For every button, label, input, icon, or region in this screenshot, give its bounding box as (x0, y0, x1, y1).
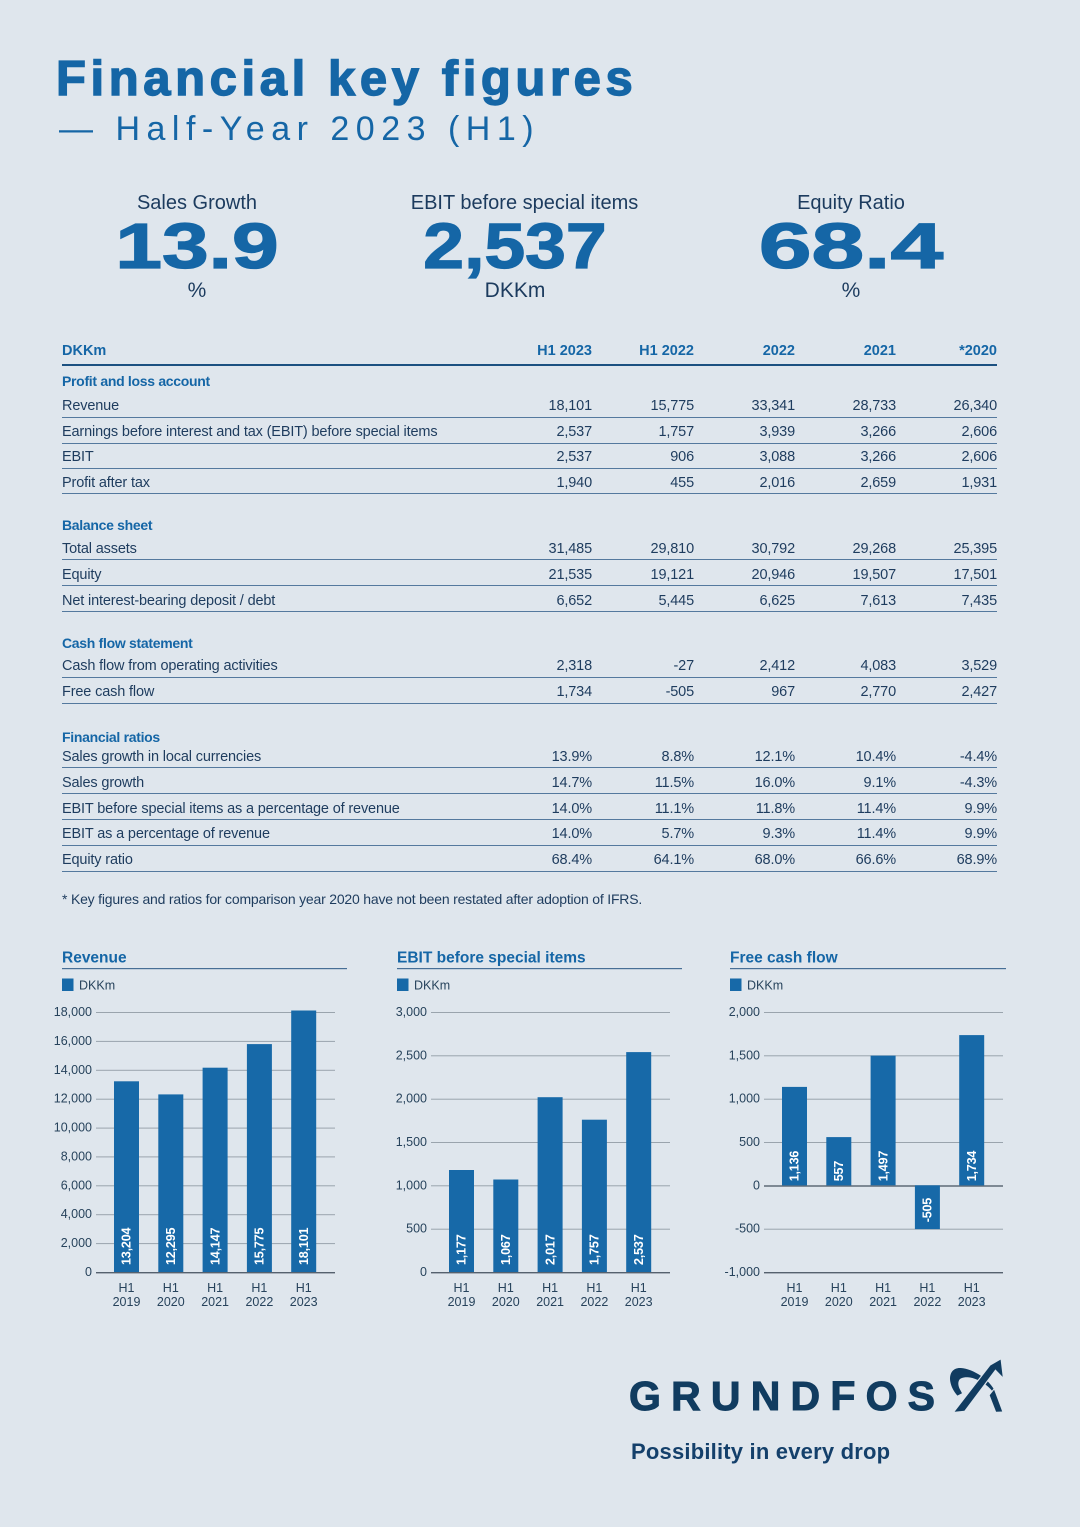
svg-text:2022: 2022 (580, 1295, 608, 1309)
svg-text:H1: H1 (251, 1281, 267, 1295)
svg-text:H1: H1 (497, 1281, 513, 1295)
svg-text:H1: H1 (964, 1281, 980, 1295)
svg-text:13,204: 13,204 (120, 1227, 134, 1265)
svg-text:14,147: 14,147 (208, 1227, 222, 1265)
svg-text:DKKm: DKKm (414, 979, 450, 993)
svg-text:1,000: 1,000 (729, 1092, 760, 1106)
svg-text:0: 0 (753, 1178, 760, 1192)
svg-text:H1: H1 (919, 1281, 935, 1295)
svg-text:EBIT before special items: EBIT before special items (397, 950, 586, 967)
svg-text:0: 0 (420, 1265, 427, 1279)
svg-text:2023: 2023 (290, 1295, 318, 1309)
svg-text:H1: H1 (542, 1281, 558, 1295)
svg-text:H1: H1 (207, 1281, 223, 1295)
svg-text:10,000: 10,000 (54, 1121, 92, 1135)
svg-text:500: 500 (406, 1222, 427, 1236)
svg-text:-500: -500 (735, 1222, 760, 1236)
svg-text:18,000: 18,000 (54, 1005, 92, 1019)
svg-text:0: 0 (85, 1265, 92, 1279)
svg-text:1,734: 1,734 (965, 1151, 979, 1182)
svg-text:4,000: 4,000 (61, 1207, 92, 1221)
svg-text:2021: 2021 (869, 1295, 897, 1309)
svg-text:1,177: 1,177 (454, 1234, 468, 1265)
svg-text:2,000: 2,000 (395, 1092, 426, 1106)
svg-text:1,500: 1,500 (729, 1048, 760, 1062)
svg-text:2020: 2020 (825, 1295, 853, 1309)
svg-text:18,101: 18,101 (297, 1227, 311, 1265)
svg-text:2022: 2022 (913, 1295, 941, 1309)
svg-text:2,500: 2,500 (395, 1048, 426, 1062)
svg-text:Revenue: Revenue (62, 950, 127, 967)
svg-text:DKKm: DKKm (747, 979, 783, 993)
svg-text:DKKm: DKKm (79, 979, 115, 993)
svg-text:6,000: 6,000 (61, 1178, 92, 1192)
svg-text:2,537: 2,537 (631, 1234, 645, 1265)
svg-text:2020: 2020 (491, 1295, 519, 1309)
svg-text:H1: H1 (831, 1281, 847, 1295)
svg-text:12,000: 12,000 (54, 1092, 92, 1106)
svg-text:14,000: 14,000 (54, 1063, 92, 1077)
svg-text:2023: 2023 (624, 1295, 652, 1309)
svg-text:2022: 2022 (245, 1295, 273, 1309)
svg-text:15,775: 15,775 (253, 1227, 267, 1265)
svg-text:2019: 2019 (447, 1295, 475, 1309)
svg-text:12,295: 12,295 (164, 1227, 178, 1265)
svg-text:2023: 2023 (958, 1295, 986, 1309)
svg-text:H1: H1 (875, 1281, 891, 1295)
svg-text:2021: 2021 (201, 1295, 229, 1309)
svg-text:16,000: 16,000 (54, 1034, 92, 1048)
svg-text:2020: 2020 (157, 1295, 185, 1309)
svg-text:1,136: 1,136 (788, 1151, 802, 1182)
svg-text:2,017: 2,017 (543, 1234, 557, 1265)
svg-text:1,067: 1,067 (499, 1234, 513, 1265)
svg-text:500: 500 (739, 1135, 760, 1149)
svg-text:8,000: 8,000 (61, 1149, 92, 1163)
svg-text:1,500: 1,500 (395, 1135, 426, 1149)
svg-text:1,497: 1,497 (876, 1151, 890, 1182)
svg-text:H1: H1 (119, 1281, 135, 1295)
svg-text:H1: H1 (630, 1281, 646, 1295)
svg-text:1,757: 1,757 (587, 1234, 601, 1265)
svg-text:557: 557 (832, 1161, 846, 1182)
svg-text:2019: 2019 (781, 1295, 809, 1309)
svg-text:Free cash flow: Free cash flow (730, 950, 839, 967)
svg-text:2021: 2021 (536, 1295, 564, 1309)
svg-text:2,000: 2,000 (729, 1005, 760, 1019)
svg-text:H1: H1 (787, 1281, 803, 1295)
svg-text:H1: H1 (163, 1281, 179, 1295)
svg-text:-505: -505 (921, 1198, 935, 1223)
svg-text:3,000: 3,000 (395, 1005, 426, 1019)
svg-text:H1: H1 (296, 1281, 312, 1295)
svg-text:1,000: 1,000 (395, 1178, 426, 1192)
svg-text:2019: 2019 (113, 1295, 141, 1309)
svg-text:H1: H1 (453, 1281, 469, 1295)
svg-text:H1: H1 (586, 1281, 602, 1295)
svg-text:2,000: 2,000 (61, 1236, 92, 1250)
svg-text:-1,000: -1,000 (725, 1265, 760, 1279)
